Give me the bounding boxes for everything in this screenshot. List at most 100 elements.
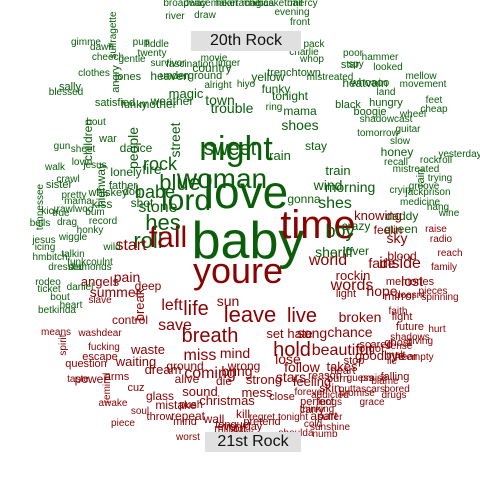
cloud-word-shes: shes xyxy=(318,195,352,212)
cloud-word-trouble: trouble xyxy=(211,100,254,116)
cloud-word-mother: mother xyxy=(139,97,176,111)
cloud-word-question: question xyxy=(65,358,107,370)
cluster-label-top: 20th Rock xyxy=(191,31,301,51)
cloud-word-twenty: twenty xyxy=(138,48,167,59)
cloud-word-shadows: shadows xyxy=(390,332,429,343)
cloud-word-coming: coming xyxy=(184,365,236,382)
cloud-word-people: people xyxy=(125,127,141,169)
cloud-word-jesus: jesus xyxy=(82,160,106,171)
cloud-word-love: love xyxy=(204,166,288,218)
cloud-word-war: war xyxy=(98,133,117,145)
cloud-word-hammer: hammer xyxy=(362,52,399,63)
cloud-word-charlie: charlie xyxy=(289,47,319,58)
cloud-word-grace: grace xyxy=(359,397,384,408)
cloud-word-repeat: repeat xyxy=(171,409,206,423)
cloud-word-jones: jones xyxy=(114,71,142,83)
cloud-word-rawlwoo: rawlwoo xyxy=(57,204,94,215)
cloud-word-recall: recall xyxy=(384,157,408,168)
cloud-word-sun: sun xyxy=(217,293,240,309)
cloud-word-break: break xyxy=(132,288,147,321)
cloud-word-sound: sound xyxy=(182,384,217,399)
cloud-word-country: country xyxy=(192,61,231,75)
cloud-word-jackprison: jackprison xyxy=(404,187,450,198)
cloud-word-giving: giving xyxy=(407,336,433,347)
cloud-word-heart: heart xyxy=(330,365,355,377)
cloud-word-feet: feet xyxy=(426,95,443,106)
cloud-word-lover: lover xyxy=(343,244,369,258)
cloud-word-fade: fade xyxy=(368,255,395,271)
cloud-word-mind: mind xyxy=(173,416,197,428)
cloud-word-ground: ground xyxy=(166,359,203,373)
cloud-word-escape: escape xyxy=(82,351,117,363)
cloud-word-mess: mess xyxy=(241,385,273,400)
cloud-word-hungry: hungry xyxy=(369,97,403,109)
cloud-word-magic: magic xyxy=(169,86,204,101)
cloud-word-ring: ring xyxy=(266,102,283,113)
cloud-word-numb: numb xyxy=(312,429,337,440)
cloud-word-family: family xyxy=(431,262,457,273)
cloud-word-wine: wine xyxy=(438,208,460,219)
cloud-word-black: black xyxy=(335,99,361,111)
cloud-word-sally: sally xyxy=(59,81,82,93)
cloud-word-poor: poor xyxy=(343,48,364,59)
cloud-word-spy: spy xyxy=(348,59,364,70)
cloud-word-heartache: heartache xyxy=(216,0,261,9)
cloud-word-clothes: clothes xyxy=(78,68,110,79)
cloud-word-babe: babe xyxy=(135,182,175,202)
cloud-word-satisfied: satisfied xyxy=(95,97,135,109)
cloud-word-roll: roll xyxy=(133,228,162,253)
cloud-word-christmas: christmas xyxy=(199,393,255,408)
cloud-word-train: train xyxy=(325,163,350,178)
cloud-word-guess: guess xyxy=(347,373,374,384)
cloud-word-morning: morning xyxy=(325,179,376,195)
cloud-word-addicted: addicted xyxy=(311,390,349,401)
cloud-word-means: means xyxy=(41,327,71,338)
cloud-word-survivor: survivor xyxy=(150,58,186,69)
cloud-word-fiddle: fiddle xyxy=(145,39,169,50)
cloud-word-broadway: broadway xyxy=(163,0,206,9)
cloud-word-power: power xyxy=(75,372,108,386)
cloud-word-everyday: everyday xyxy=(218,421,263,433)
cloud-word-start: start xyxy=(115,237,147,254)
cloud-word-hold: hold xyxy=(273,339,311,361)
cloud-word-lose: lose xyxy=(275,351,301,367)
cloud-word-live: live xyxy=(287,305,317,327)
cloud-word-burn: burn xyxy=(327,373,349,385)
cloud-word-wiggle: wiggle xyxy=(58,232,88,243)
cloud-word-queen: queen xyxy=(384,222,417,236)
cloud-word-sweet: sweet xyxy=(204,138,257,160)
cloud-word-night: night xyxy=(199,130,273,168)
cloud-word-blame: blame xyxy=(371,376,399,387)
cloud-word-dawn: dawn xyxy=(90,42,114,53)
cloud-word-promise: promise xyxy=(339,388,375,399)
cloud-word-time: time xyxy=(280,203,356,247)
cloud-word-sense: sense xyxy=(386,341,413,352)
cloud-word-set: set xyxy=(266,326,284,341)
cloud-word-mirror: mirror xyxy=(384,289,415,303)
cloud-word-evening: evening xyxy=(274,7,309,18)
cloud-word-slave: slave xyxy=(88,295,112,306)
cloud-word-bored: bored xyxy=(384,384,410,395)
cloud-word-tongue: tongue xyxy=(215,419,249,431)
cloud-word-outtascars: outtascars xyxy=(339,384,385,395)
cloud-word-basketball: basketball xyxy=(257,0,302,9)
cloud-word-song: song xyxy=(297,325,327,341)
cloud-word-die: die xyxy=(216,374,232,388)
cloud-word-wind: wind xyxy=(313,177,343,193)
cloud-word-strong: strong xyxy=(246,372,282,387)
cloud-word-stars: stars xyxy=(276,369,306,385)
cloud-word-heatvain: heatvain xyxy=(342,76,387,90)
cloud-word-walk: walk xyxy=(44,162,66,173)
cloud-word-trying: trying xyxy=(428,173,452,184)
cloud-word-pack: pack xyxy=(303,39,325,50)
cloud-word-cryin: cryin xyxy=(389,185,410,196)
cloud-word-magica: magica xyxy=(242,0,275,9)
cloud-word-memories: memories xyxy=(386,276,435,288)
cloud-word-honky: honky xyxy=(77,225,104,236)
cloud-word-trenchtown: trenchtown xyxy=(267,67,321,79)
cloud-word-dog: dog xyxy=(123,186,141,198)
cloud-word-mistake: mistake xyxy=(155,398,197,412)
cloud-word-fall: fall xyxy=(149,221,187,254)
cloud-word-close: close xyxy=(269,391,295,403)
cloud-word-shoes: shoes xyxy=(281,117,318,133)
